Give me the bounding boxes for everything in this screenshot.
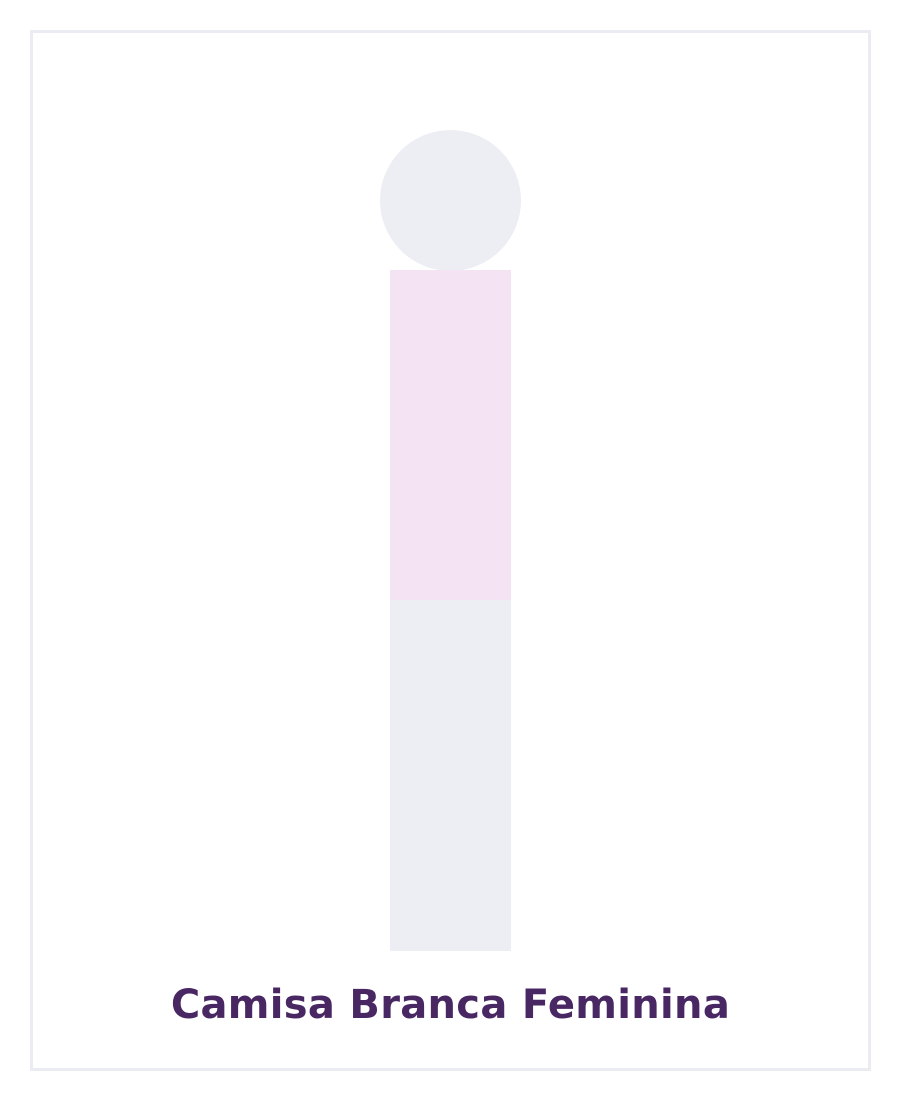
- mannequin-legs: [390, 600, 511, 951]
- product-caption: Camisa Branca Feminina: [170, 982, 731, 1028]
- shirt-torso: [390, 270, 511, 600]
- mannequin-head: [380, 130, 521, 271]
